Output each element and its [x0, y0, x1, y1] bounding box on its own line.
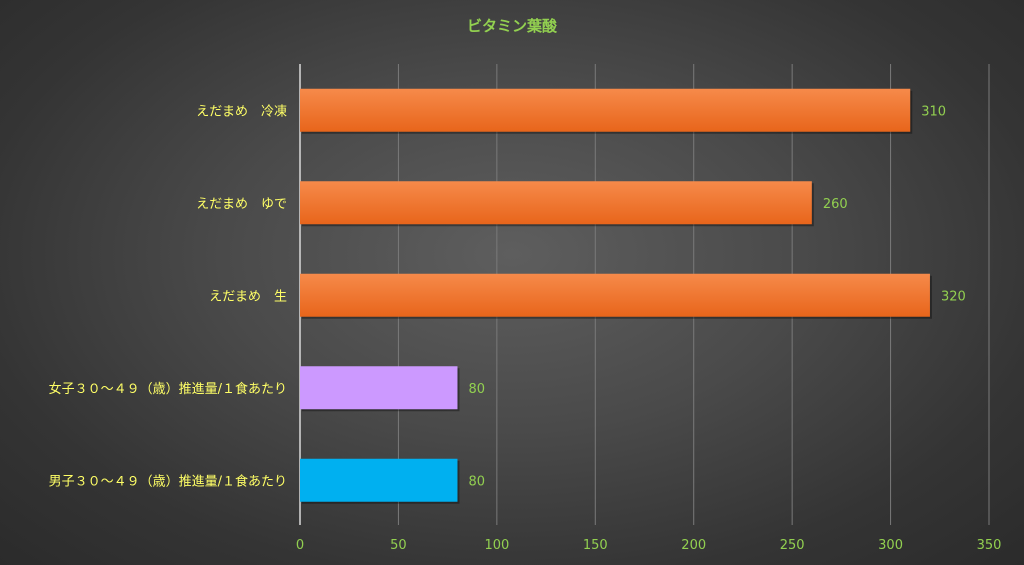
x-tick-label: 150	[583, 538, 608, 553]
bar	[300, 366, 458, 410]
category-label: えだまめ 生	[209, 289, 287, 304]
bars	[300, 88, 932, 504]
category-label: 男子３０～４９（歳）推進量/１食あたり	[49, 473, 287, 489]
x-tick-label: 200	[681, 538, 706, 553]
labels: 0 50 100 150 200 250 300 350 えだまめ 冷凍 310 えだまめ ゆで 26…	[49, 103, 1002, 553]
data-label: 310	[921, 104, 946, 119]
x-tick-label: 50	[390, 538, 407, 553]
data-label: 260	[823, 197, 848, 212]
bar	[300, 88, 911, 132]
bar	[300, 273, 930, 317]
category-label: えだまめ ゆで	[196, 197, 287, 212]
bar	[300, 181, 812, 225]
chart-title: ビタミン葉酸	[467, 17, 558, 35]
x-tick-label: 250	[780, 538, 805, 553]
data-label: 80	[468, 382, 485, 397]
bar	[300, 458, 458, 502]
x-tick-label: 350	[977, 538, 1002, 553]
x-tick-label: 100	[484, 538, 509, 553]
x-tick-label: 300	[878, 538, 903, 553]
category-label: えだまめ 冷凍	[196, 103, 287, 119]
data-label: 80	[468, 474, 485, 489]
x-tick-label: 0	[296, 538, 304, 553]
data-label: 320	[941, 289, 966, 304]
category-label: 女子３０～４９（歳）推進量/１食あたり	[49, 381, 287, 397]
